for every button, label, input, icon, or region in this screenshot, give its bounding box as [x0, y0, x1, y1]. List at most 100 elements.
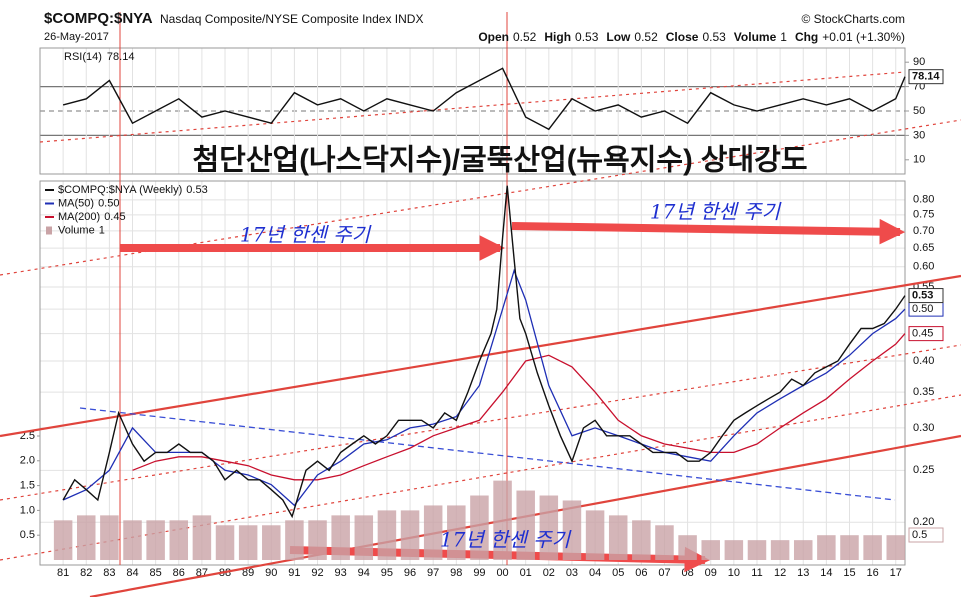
volume-bar [817, 535, 836, 560]
y-tick-label: 0.20 [913, 516, 934, 528]
x-tick-label: 85 [150, 567, 162, 579]
x-tick-label: 07 [658, 567, 670, 579]
legend-entry: Volume 1 [58, 224, 105, 236]
quote-label: Chg [795, 30, 818, 44]
y-tick-label: 0.35 [913, 386, 934, 398]
quote-label: Low [606, 30, 631, 44]
volume-bar [840, 535, 859, 560]
volume-bar [678, 535, 697, 560]
volume-bar [886, 535, 905, 560]
y-tick-label: 0.40 [913, 355, 934, 367]
x-tick-label: 17 [890, 567, 902, 579]
date: 26-May-2017 [44, 31, 109, 43]
volume-bar [747, 540, 767, 560]
rsi-name: RSI(14) [64, 51, 102, 63]
volume-bar [238, 525, 258, 560]
headline: 첨단산업(나스닥지수)/굴뚝산업(뉴욕지수) 상대강도 [192, 144, 807, 177]
volume-bar [123, 520, 142, 560]
quote-value: +0.01 (+1.30%) [822, 30, 905, 44]
quote-label: Close [666, 30, 699, 44]
x-tick-label: 98 [450, 567, 462, 579]
blue-dashed-trendline [79, 407, 896, 501]
y-tick-label: 0.30 [913, 422, 934, 434]
x-tick-label: 94 [358, 567, 370, 579]
legend-name: Volume [58, 224, 95, 236]
volume-bar [169, 520, 189, 560]
volume-bar [608, 515, 628, 560]
volume-bar [377, 510, 397, 560]
legend-entry: MA(200) 0.45 [58, 211, 126, 223]
x-tick-label: 04 [589, 567, 601, 579]
x-tick-label: 03 [566, 567, 578, 579]
quote-value: 0.53 [575, 30, 599, 44]
dotted-trendline [0, 344, 961, 501]
volume-bar [146, 520, 165, 560]
series-line [62, 185, 906, 519]
quote-label: High [544, 30, 571, 44]
quote-label: Open [478, 30, 509, 44]
volume-bar [400, 510, 420, 560]
volume-bar [724, 540, 744, 560]
quote: Open 0.52 High 0.53 Low 0.52 Close 0.53 Volume 1 C… [478, 30, 905, 44]
volume-bar [562, 500, 582, 560]
annotation: 17년 한센 주기 [240, 223, 372, 247]
x-tick-label: 05 [612, 567, 624, 579]
x-tick-label: 95 [381, 567, 393, 579]
volume-bar [331, 515, 350, 560]
x-tick-label: 83 [103, 567, 115, 579]
x-tick-label: 93 [335, 567, 347, 579]
last-value-box [908, 326, 944, 342]
legend-name: MA(50) [58, 197, 94, 209]
volume-bar [215, 525, 235, 560]
legend-name: MA(200) [58, 211, 100, 223]
y-tick-label: 0.80 [913, 194, 934, 206]
y-tick-label: 90 [913, 56, 925, 68]
legend-swatch [46, 226, 52, 235]
x-tick-label: 99 [473, 567, 485, 579]
cycle-arrow [511, 218, 906, 245]
y2-tick-label: 0.5 [20, 529, 35, 541]
x-tick-label: 10 [728, 567, 740, 579]
x-tick-label: 84 [126, 567, 138, 579]
y-tick-label: 30 [913, 129, 925, 141]
annotation: 17년 한센 주기 [440, 528, 572, 552]
upper-trendline [0, 274, 961, 438]
volume-bar [770, 540, 790, 560]
volume-bar [793, 540, 813, 560]
x-tick-label: 15 [843, 567, 855, 579]
legend-entry: MA(50) 0.50 [58, 197, 119, 209]
x-tick-label: 92 [311, 567, 323, 579]
x-tick-label: 00 [496, 567, 508, 579]
y-tick-label: 0.75 [913, 209, 934, 221]
x-tick-label: 96 [404, 567, 416, 579]
last-value: 0.53 [912, 289, 933, 301]
x-tick-label: 82 [80, 567, 92, 579]
last-value-box [908, 69, 944, 85]
x-tick-label: 11 [751, 567, 762, 579]
legend-value: 1 [99, 224, 105, 236]
price-panel [39, 180, 906, 566]
quote-value: 0.52 [634, 30, 658, 44]
rsi-legend: RSI(14) 78.14 [64, 51, 134, 63]
y-tick-label: 0.70 [913, 225, 934, 237]
volume-bar [192, 515, 212, 560]
legend-value: 0.53 [186, 184, 207, 196]
series-line [62, 67, 906, 131]
legend-value: 0.45 [104, 211, 125, 223]
rsi-value: 78.14 [107, 51, 135, 63]
x-tick-label: 16 [866, 567, 878, 579]
x-tick-label: 97 [427, 567, 439, 579]
x-tick-label: 01 [520, 567, 532, 579]
y-tick-label: 0.25 [913, 464, 934, 476]
trendlines [0, 12, 961, 597]
volume-bar [447, 505, 466, 560]
last-value: 0.45 [912, 328, 933, 340]
last-value: 78.14 [912, 71, 940, 83]
y2-tick-label: 1.5 [20, 479, 35, 491]
series-line [132, 333, 906, 481]
source: © StockCharts.com [801, 12, 905, 26]
legend-entry: $COMPQ:$NYA (Weekly) 0.53 [58, 184, 208, 196]
volume-bar [53, 520, 73, 560]
y-tick-label: 50 [913, 105, 925, 117]
